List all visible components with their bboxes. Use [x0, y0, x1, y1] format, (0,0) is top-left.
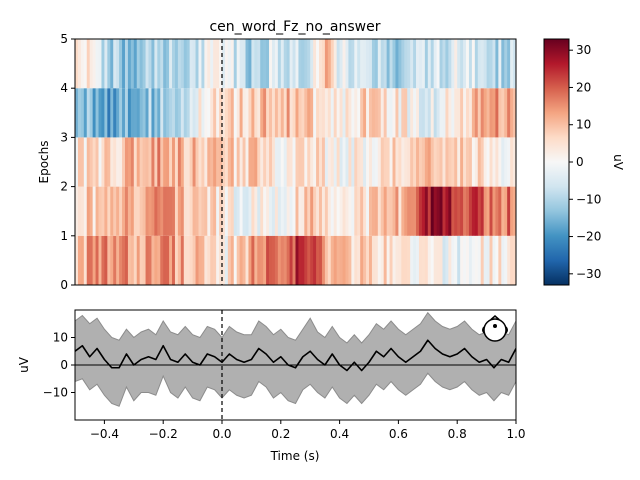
epoch-tick-label: 0 — [60, 278, 68, 292]
chart-title: cen_word_Fz_no_answer — [209, 19, 380, 35]
epoch-tick-label: 5 — [60, 32, 68, 46]
colorbar: −30 −20 −10 0 10 20 30 uV — [543, 38, 625, 286]
heatmap-rows — [75, 39, 516, 285]
head-sensor-icon — [482, 315, 508, 342]
time-tick-label: 0.6 — [389, 427, 408, 441]
colorbar-tick-label: 10 — [576, 118, 591, 132]
epoch-row-5 — [75, 39, 516, 89]
time-tick-label: 1.0 — [506, 427, 525, 441]
uv-tick-label: 10 — [53, 331, 68, 345]
colorbar-tick-label: 20 — [576, 80, 591, 94]
epochs-heatmap: 0 1 2 3 4 5 Epochs — [37, 32, 517, 292]
epoch-axis-ticks: 0 1 2 3 4 5 — [60, 32, 75, 292]
colorbar-tick-label: −10 — [576, 192, 601, 206]
time-tick-label: 0.8 — [448, 427, 467, 441]
epoch-row-2 — [75, 186, 516, 236]
uv-axis-label: uV — [17, 356, 31, 373]
epoch-tick-label: 2 — [60, 180, 68, 194]
colorbar-tick-label: −30 — [576, 267, 601, 281]
colorbar-tick-label: 30 — [576, 43, 591, 57]
time-axis-label: Time (s) — [270, 449, 320, 463]
colorbar-gradient — [543, 38, 570, 286]
uv-tick-label: −10 — [43, 386, 68, 400]
evoked-line-panel: −10 0 10 −0.4 −0.2 0.0 0.2 0.4 0.6 0.8 1.0 uV Tim… — [17, 309, 526, 463]
epoch-tick-label: 3 — [60, 130, 68, 144]
time-axis-ticks: −0.4 −0.2 0.0 0.2 0.4 0.6 0.8 1.0 — [90, 420, 526, 441]
epoch-row-4 — [75, 88, 516, 138]
uv-axis-ticks: −10 0 10 — [43, 331, 75, 400]
epoch-row-1 — [75, 235, 516, 285]
uv-tick-label: 0 — [60, 358, 68, 372]
confidence-band — [75, 311, 516, 407]
evoked-mean-line — [75, 339, 516, 372]
epochs-axis-label: Epochs — [37, 141, 51, 184]
heatmap-frame — [74, 38, 517, 286]
colorbar-tick-label: −20 — [576, 230, 601, 244]
epoch-row-3 — [75, 137, 516, 187]
epoch-tick-label: 1 — [60, 229, 68, 243]
time-tick-label: 0.4 — [330, 427, 349, 441]
colorbar-tick-label: 0 — [576, 155, 584, 169]
colorbar-label: uV — [611, 154, 625, 171]
time-tick-label: −0.2 — [149, 427, 178, 441]
time-tick-label: 0.2 — [271, 427, 290, 441]
time-tick-label: 0.0 — [212, 427, 231, 441]
colorbar-ticks: −30 −20 −10 0 10 20 30 — [569, 43, 601, 281]
epoch-tick-label: 4 — [60, 81, 68, 95]
time-tick-label: −0.4 — [90, 427, 119, 441]
